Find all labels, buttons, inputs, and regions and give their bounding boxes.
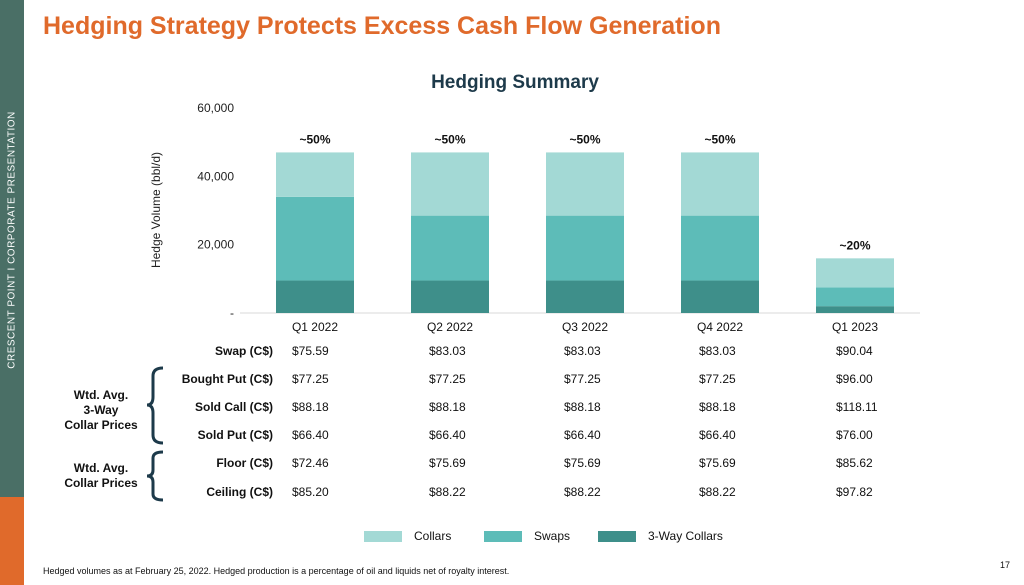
price-cell: $85.62 [836, 456, 873, 470]
sidebar-accent [0, 497, 24, 585]
y-tick-label: - [230, 306, 234, 320]
y-tick-label: 60,000 [197, 101, 234, 115]
legend-item-3way: 3-Way Collars [598, 529, 723, 543]
price-cell: $66.40 [292, 428, 329, 442]
bar-segment-collars [816, 258, 894, 288]
row-label-swap: Swap (C$) [214, 344, 273, 358]
page-number: 17 [999, 560, 1010, 570]
y-tick-label: 20,000 [197, 238, 234, 252]
footnote: Hedged volumes as at February 25, 2022. … [43, 566, 510, 576]
row-label-bought-put: Bought Put (C$) [181, 372, 273, 386]
legend-swatch-swaps [484, 530, 522, 542]
price-cell: $85.20 [292, 485, 329, 499]
price-cell: $96.00 [836, 372, 873, 386]
x-tick-label: Q2 2022 [427, 320, 473, 334]
bar-segment-collars [411, 152, 489, 216]
price-cell: $118.11 [836, 400, 878, 414]
price-cell: $88.18 [292, 400, 329, 414]
price-cell: $77.25 [699, 372, 736, 386]
bar-total-label: ~50% [434, 132, 465, 146]
legend-swatch-3way [598, 530, 636, 542]
price-cell: $75.59 [292, 344, 329, 358]
group-collar-line-1: Wtd. Avg. [73, 461, 129, 475]
y-tick-label: 40,000 [197, 169, 234, 183]
price-cell: $83.03 [429, 344, 466, 358]
bar-segment-collars [681, 152, 759, 216]
bar-segment-3-way-collars [411, 280, 489, 313]
group-label-collar: Wtd. Avg. Collar Prices [56, 461, 146, 491]
price-cell: $88.22 [699, 485, 736, 499]
legend-swatch-collars [364, 530, 402, 542]
bar-total-label: ~20% [839, 238, 870, 252]
bar-segment-swaps [681, 215, 759, 281]
group-3way-line-1: Wtd. Avg. [73, 388, 129, 402]
bracket-3way [146, 366, 164, 445]
price-cell: $66.40 [564, 428, 601, 442]
price-cell: $83.03 [564, 344, 601, 358]
bar-segment-collars [546, 152, 624, 216]
group-3way-line-2: 3-Way [83, 403, 119, 417]
price-cell: $88.18 [699, 400, 736, 414]
price-cell: $77.25 [564, 372, 601, 386]
price-cell: $66.40 [429, 428, 466, 442]
row-label-sold-put: Sold Put (C$) [197, 428, 273, 442]
legend-item-swaps: Swaps [484, 529, 570, 543]
bar-segment-swaps [546, 215, 624, 281]
price-cell: $75.69 [699, 456, 736, 470]
x-tick-label: Q1 2022 [292, 320, 338, 334]
price-cell: $75.69 [564, 456, 601, 470]
slide-title: Hedging Strategy Protects Excess Cash Fl… [43, 12, 721, 40]
bar-total-label: ~50% [704, 132, 735, 146]
y-axis-label: Hedge Volume (bbl/d) [149, 152, 163, 268]
group-3way-line-3: Collar Prices [64, 418, 138, 432]
x-tick-label: Q1 2023 [832, 320, 878, 334]
bar-total-label: ~50% [299, 132, 330, 146]
price-cell: $90.04 [836, 344, 873, 358]
sidebar-strip [0, 0, 24, 497]
price-cell: $76.00 [836, 428, 873, 442]
bar-segment-swaps [411, 215, 489, 281]
bar-segment-swaps [816, 287, 894, 307]
price-cell: $88.22 [564, 485, 601, 499]
price-cell: $88.18 [429, 400, 466, 414]
x-tick-label: Q4 2022 [697, 320, 743, 334]
price-cell: $66.40 [699, 428, 736, 442]
x-tick-label: Q3 2022 [562, 320, 608, 334]
group-label-3way: Wtd. Avg. 3-Way Collar Prices [56, 388, 146, 433]
price-cell: $88.22 [429, 485, 466, 499]
legend-label-3way: 3-Way Collars [648, 529, 723, 543]
group-collar-line-2: Collar Prices [64, 476, 138, 490]
bar-segment-swaps [276, 196, 354, 281]
bar-segment-3-way-collars [681, 280, 759, 313]
legend-item-collars: Collars [364, 529, 451, 543]
price-cell: $72.46 [292, 456, 329, 470]
bar-segment-3-way-collars [816, 306, 894, 313]
row-label-floor: Floor (C$) [216, 456, 273, 470]
bracket-collar [146, 450, 164, 502]
price-cell: $97.82 [836, 485, 873, 499]
price-cell: $77.25 [292, 372, 329, 386]
bar-segment-3-way-collars [546, 280, 624, 313]
row-label-ceiling: Ceiling (C$) [206, 485, 273, 499]
legend-label-collars: Collars [414, 529, 452, 543]
price-cell: $88.18 [564, 400, 601, 414]
price-cell: $77.25 [429, 372, 466, 386]
price-cell: $83.03 [699, 344, 736, 358]
bar-total-label: ~50% [569, 132, 600, 146]
bar-segment-collars [276, 152, 354, 197]
chart-title: Hedging Summary [431, 72, 599, 93]
bar-segment-3-way-collars [276, 280, 354, 313]
row-label-sold-call: Sold Call (C$) [194, 400, 273, 414]
legend-label-swaps: Swaps [534, 529, 571, 543]
price-cell: $75.69 [429, 456, 466, 470]
